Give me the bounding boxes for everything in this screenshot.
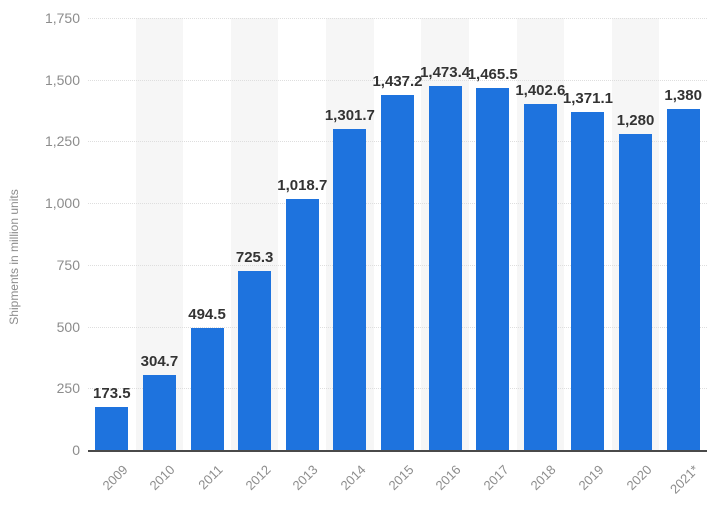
bar-value-label: 173.5 (93, 385, 131, 403)
bar-2012[interactable] (238, 270, 272, 450)
bar-2011[interactable] (190, 327, 224, 450)
bar-value-label: 1,437.2 (372, 73, 423, 91)
bar-2015[interactable] (381, 95, 414, 450)
y-tick-label: 750 (56, 256, 80, 273)
bar-2010[interactable] (142, 374, 176, 450)
bar-value-label: 1,465.5 (467, 66, 518, 84)
bar-value-label: 1,371.1 (562, 89, 613, 107)
gridline (88, 79, 707, 81)
bar-value-label: 1,280 (616, 112, 655, 130)
y-tick-label: 250 (56, 380, 80, 397)
bar-2016[interactable] (428, 86, 462, 450)
bar-value-label: 1,018.7 (277, 176, 328, 194)
x-tick-label: 2009 (99, 462, 131, 494)
bar-value-label: 304.7 (140, 352, 179, 370)
gridline (88, 18, 707, 19)
y-tick-label: 1,500 (44, 71, 80, 88)
bar-value-label: 1,473.4 (420, 64, 471, 82)
y-tick-label: 1,750 (44, 10, 80, 26)
bar-value-label: 1,301.7 (324, 106, 375, 124)
bar-value-label: 725.3 (235, 248, 274, 266)
bar-2014[interactable] (333, 128, 367, 450)
y-tick-label: 1,250 (44, 133, 80, 150)
x-axis-line (88, 450, 707, 452)
bar-value-label: 494.5 (188, 305, 226, 323)
bar-2019[interactable] (571, 111, 605, 450)
bar-value-label: 1,380 (664, 87, 702, 105)
bar-value-label: 1,402.6 (515, 81, 566, 99)
bar-2009[interactable] (95, 407, 129, 450)
y-tick-label: 0 (72, 442, 80, 458)
y-tick-label: 1,000 (44, 195, 80, 212)
bar-2018[interactable] (523, 103, 557, 450)
bar-2013[interactable] (285, 198, 319, 450)
bar-2020[interactable] (619, 134, 653, 450)
y-tick-label: 500 (56, 318, 80, 335)
bar-2017[interactable] (476, 88, 510, 450)
bar-2021[interactable] (666, 109, 700, 450)
